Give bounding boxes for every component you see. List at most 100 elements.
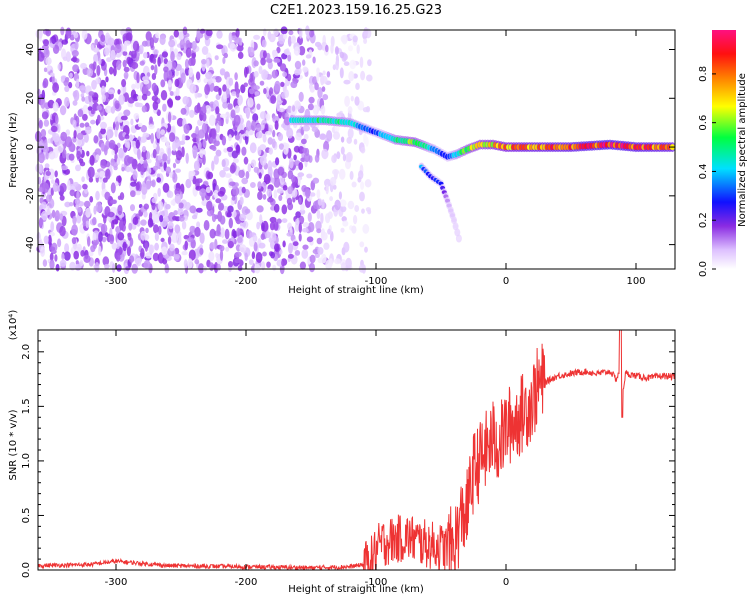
noise-blob [100, 159, 107, 169]
noise-blob [316, 228, 322, 234]
noise-blob [359, 56, 364, 68]
noise-blob [90, 109, 95, 115]
noise-blob [323, 242, 330, 250]
noise-blob [329, 196, 333, 202]
noise-blob [298, 45, 306, 56]
noise-blob [260, 57, 266, 66]
noise-blob [294, 250, 301, 256]
noise-blob [167, 236, 172, 245]
noise-blob [100, 34, 106, 42]
noise-blob [350, 95, 354, 102]
noise-blob [293, 46, 301, 56]
noise-blob [252, 113, 259, 123]
noise-blob [121, 166, 125, 172]
noise-blob [114, 44, 122, 54]
noise-blob [40, 129, 47, 138]
noise-blob [258, 242, 266, 249]
noise-blob [54, 170, 58, 178]
noise-blob [101, 94, 107, 103]
noise-blob [211, 213, 217, 223]
noise-blob [154, 64, 158, 76]
noise-blob [274, 120, 279, 130]
noise-blob [349, 170, 354, 180]
noise-blob [352, 35, 358, 43]
noise-blob [274, 172, 279, 179]
noise-blob [360, 70, 366, 81]
noise-blob [152, 165, 159, 171]
noise-blob [253, 241, 258, 252]
noise-blob [308, 96, 315, 104]
noise-blob [340, 136, 345, 143]
noise-blob [61, 253, 65, 260]
noise-blob [282, 71, 287, 77]
noise-blob [291, 174, 296, 183]
noise-blob [43, 39, 49, 47]
noise-blob [161, 51, 168, 58]
snr-background [38, 330, 675, 570]
noise-blob [271, 138, 276, 149]
noise-blob [89, 196, 94, 203]
noise-blob [327, 211, 333, 219]
noise-blob [227, 205, 234, 213]
noise-blob [183, 123, 190, 134]
noise-blob [98, 57, 102, 66]
noise-blob [152, 49, 159, 55]
noise-blob [287, 186, 293, 195]
noise-blob [189, 205, 197, 214]
noise-blob [225, 88, 230, 99]
colorbar-tick-label: 0.2 [698, 212, 709, 228]
noise-blob [184, 202, 191, 211]
noise-blob [43, 67, 48, 73]
noise-blob [286, 127, 294, 139]
noise-blob [227, 240, 234, 249]
noise-blob [85, 220, 90, 229]
branch-blob [456, 236, 462, 241]
noise-blob [50, 125, 58, 133]
noise-blob [187, 258, 193, 269]
noise-blob [168, 39, 176, 48]
noise-blob [339, 51, 345, 59]
noise-blob [363, 38, 368, 44]
noise-blob [43, 119, 50, 127]
noise-blob [148, 167, 152, 175]
noise-blob [75, 78, 80, 89]
noise-blob [157, 187, 161, 197]
noise-blob [94, 172, 100, 178]
noise-blob [343, 61, 350, 66]
noise-blob [259, 144, 267, 151]
noise-blob [235, 88, 240, 98]
noise-blob [301, 249, 309, 259]
noise-blob [59, 259, 67, 267]
noise-blob [104, 263, 110, 269]
noise-blob [235, 28, 240, 38]
noise-blob [116, 60, 122, 71]
noise-blob [41, 201, 47, 209]
noise-blob [274, 243, 280, 252]
noise-blob [334, 46, 339, 55]
spectrogram-xlabel: Height of straight line (km) [288, 285, 424, 296]
noise-blob [161, 246, 168, 256]
noise-blob [129, 102, 133, 108]
noise-blob [137, 102, 143, 108]
noise-blob [149, 37, 154, 49]
noise-blob [222, 101, 228, 109]
noise-blob [97, 245, 102, 256]
noise-blob [309, 254, 316, 264]
noise-blob [50, 72, 55, 77]
noise-blob [309, 85, 315, 93]
noise-blob [162, 153, 168, 162]
noise-blob [174, 78, 180, 88]
noise-blob [259, 80, 265, 86]
noise-blob [316, 67, 320, 74]
noise-blob [131, 49, 137, 59]
noise-blob [276, 101, 281, 112]
noise-blob [126, 56, 132, 65]
snr-panel: -300 -200 -100 0 0.0 0.5 1.0 1.5 2.0 Height of s… [8, 310, 676, 595]
noise-blob [65, 136, 73, 148]
noise-blob [249, 142, 257, 154]
noise-blob [86, 68, 94, 77]
noise-blob [142, 132, 150, 138]
noise-blob [243, 82, 248, 88]
noise-blob [59, 105, 67, 116]
noise-blob [201, 58, 207, 65]
